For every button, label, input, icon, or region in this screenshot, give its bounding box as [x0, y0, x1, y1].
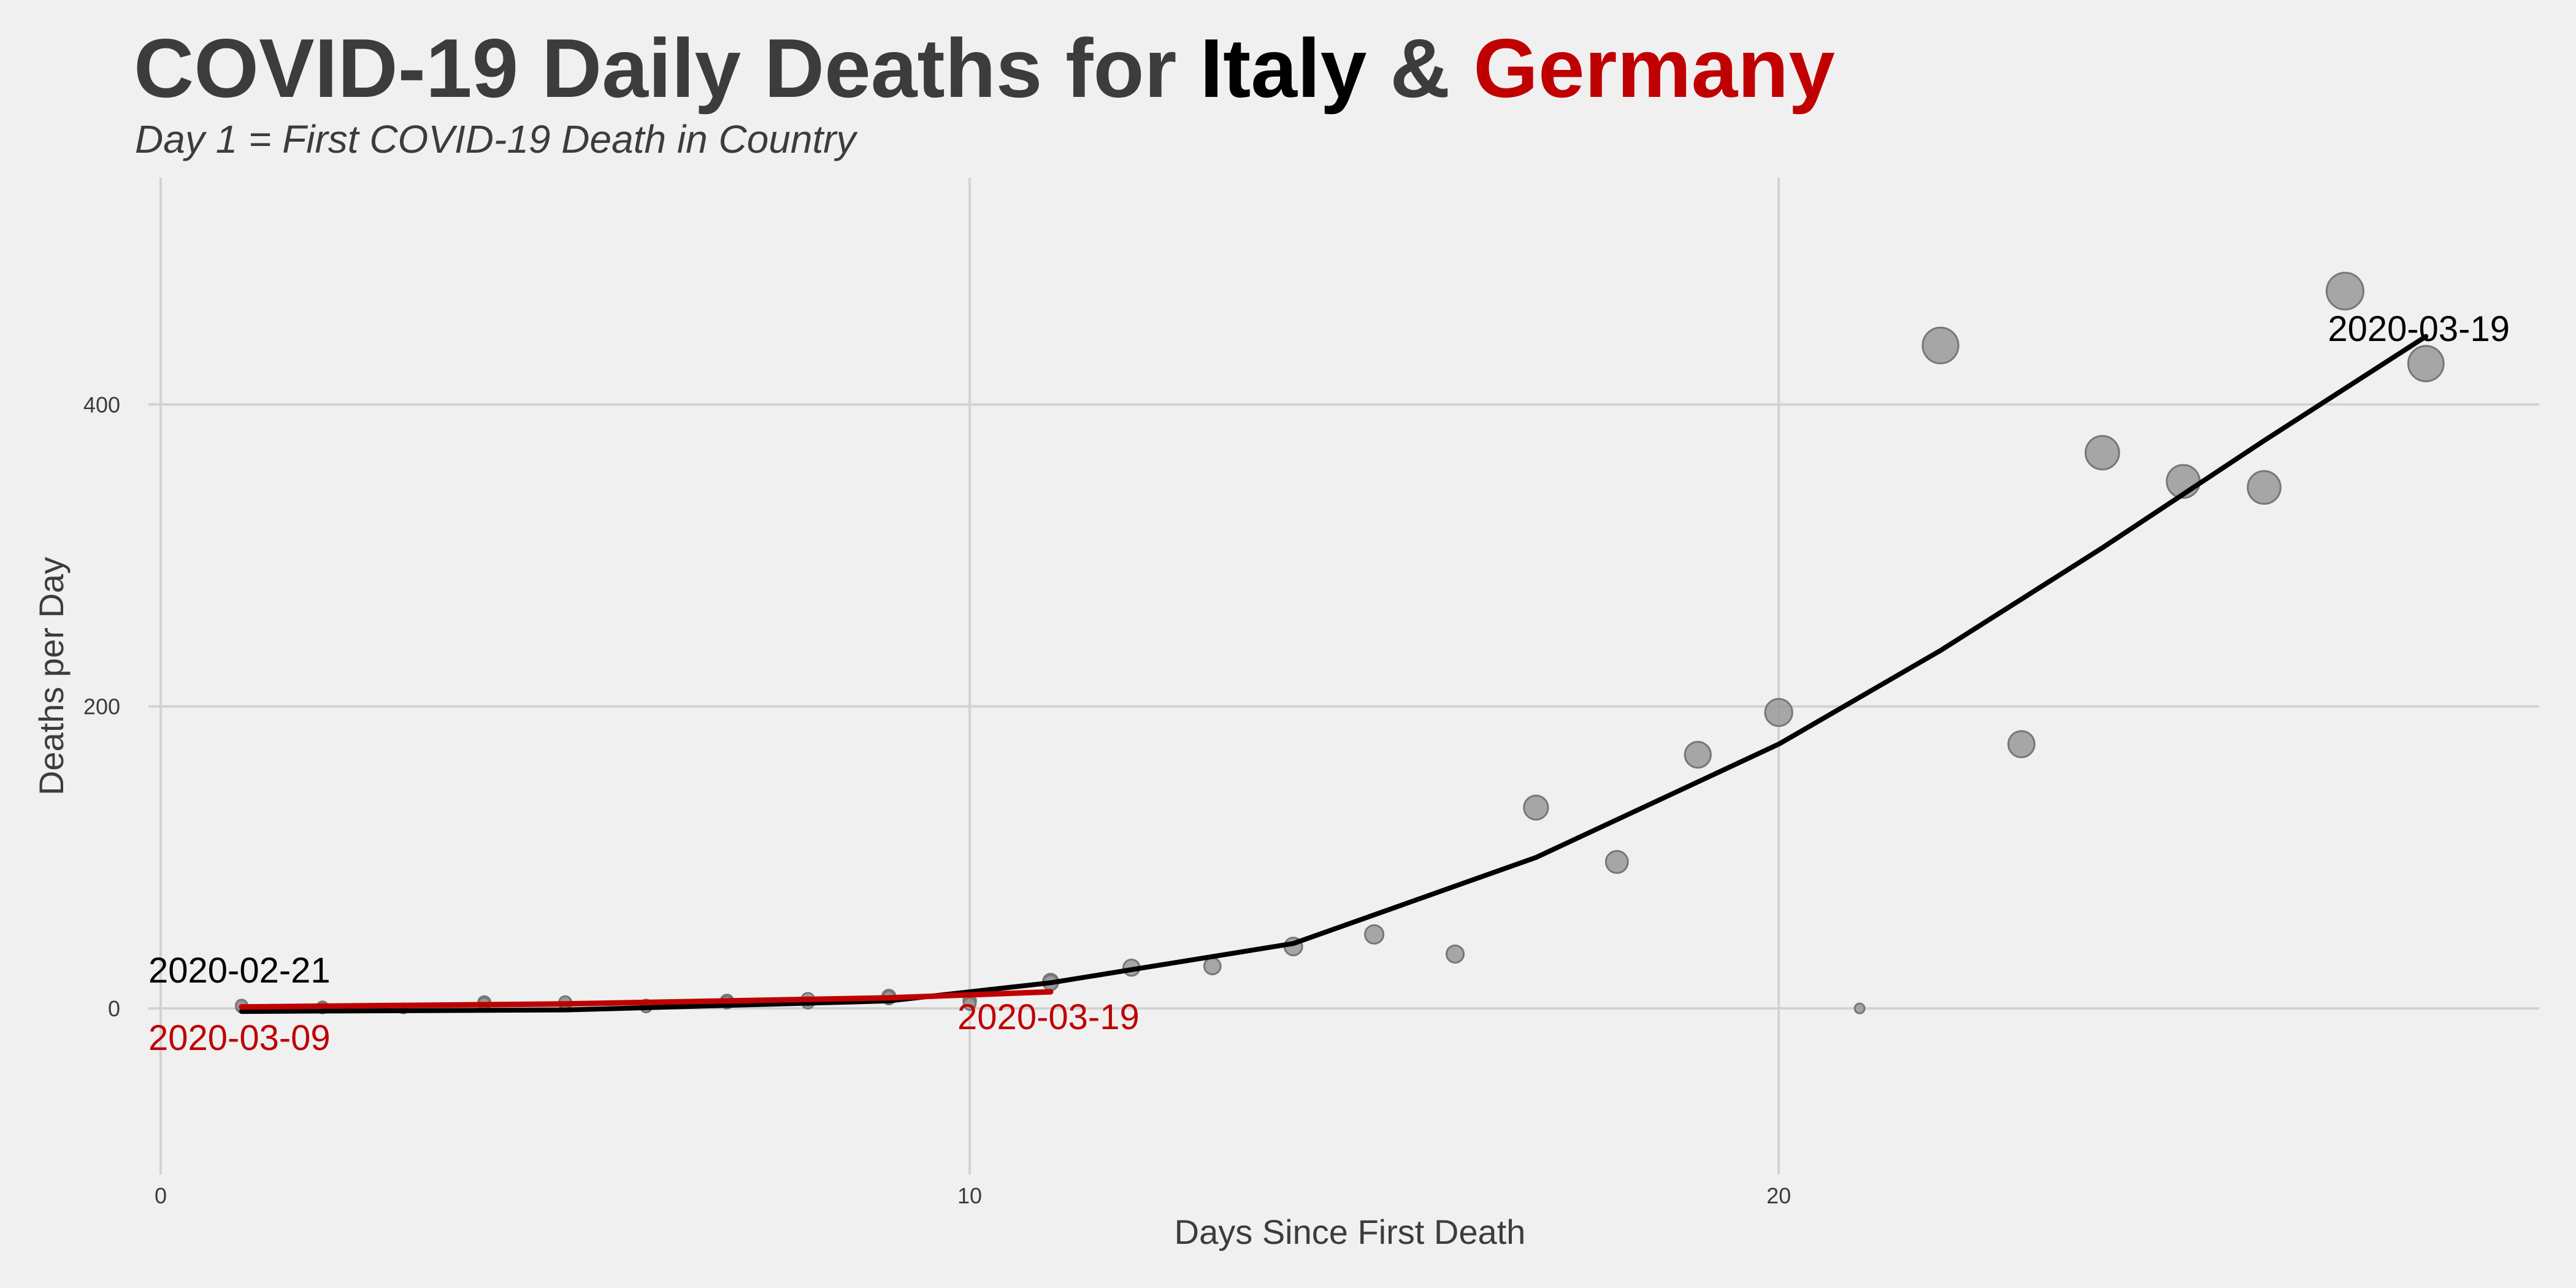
trend-lines: [239, 334, 2429, 1014]
data-points: [234, 272, 2445, 1014]
data-point-italy: [2325, 272, 2364, 311]
title-country-italy: Italy: [1200, 21, 1367, 115]
x-tick-label: 0: [155, 1183, 167, 1208]
data-point-italy: [2007, 730, 2036, 759]
data-point-italy: [1684, 740, 1712, 769]
italy-start-label: 2020-02-21: [148, 951, 331, 991]
data-point-italy: [1364, 924, 1385, 945]
trend-line-italy: [239, 334, 2429, 1014]
data-point-italy: [1853, 1002, 1866, 1014]
y-tick-label: 0: [108, 996, 120, 1021]
title-prefix: COVID-19 Daily Deaths for: [134, 21, 1200, 115]
chart-subtitle: Day 1 = First COVID-19 Death in Country: [135, 117, 856, 161]
x-tick-label: 20: [1766, 1183, 1791, 1208]
germany-start-label: 2020-03-09: [148, 1018, 331, 1058]
trend-line-germany: [239, 989, 1054, 1010]
grid: [148, 178, 2539, 1175]
title-country-germany: Germany: [1473, 21, 1835, 115]
germany-end-label: 2020-03-19: [957, 997, 1140, 1037]
chart-title: COVID-19 Daily Deaths for Italy & German…: [134, 18, 1835, 118]
data-point-italy: [1523, 794, 1549, 821]
data-point-italy: [1764, 697, 1793, 727]
data-point-italy: [1203, 957, 1222, 976]
y-tick-label: 400: [83, 392, 120, 417]
y-tick-label: 200: [83, 694, 120, 719]
data-point-italy: [2407, 345, 2445, 383]
y-axis-title: Deaths per Day: [32, 557, 71, 795]
title-joiner: &: [1367, 21, 1474, 115]
data-point-italy: [2247, 470, 2282, 505]
data-point-italy: [2084, 435, 2120, 470]
data-point-germany: [962, 997, 977, 1011]
data-point-italy: [1604, 849, 1629, 874]
data-point-italy: [1922, 326, 1960, 364]
x-tick-label: 10: [957, 1183, 982, 1208]
point-labels: 2020-02-21 2020-03-09 2020-03-19 2020-03-19: [148, 309, 2510, 1058]
data-point-italy: [1445, 944, 1465, 964]
x-axis-title: Days Since First Death: [1175, 1213, 1526, 1251]
italy-end-label: 2020-03-19: [2328, 309, 2510, 349]
